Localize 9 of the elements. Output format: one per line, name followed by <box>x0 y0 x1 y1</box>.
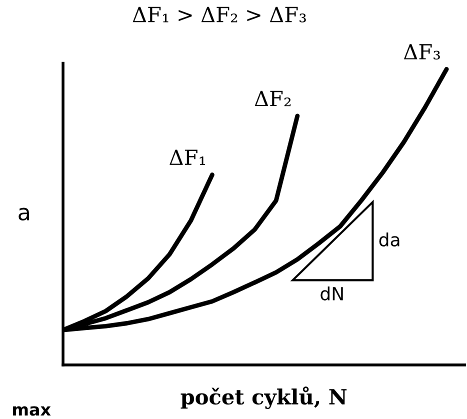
series-label: ΔF₁ <box>170 150 206 165</box>
x-axis-title: počet cyklů, N <box>180 386 347 409</box>
chart-title: ΔF₁ > ΔF₂ > ΔF₃ <box>132 6 306 22</box>
annotation: dN <box>320 286 343 300</box>
series-label: ΔF₃ <box>404 44 440 60</box>
y-axis-title: a <box>18 208 29 221</box>
text: max <box>13 406 51 416</box>
annotation: da <box>379 232 400 246</box>
series-label: ΔF₂ <box>254 90 291 106</box>
